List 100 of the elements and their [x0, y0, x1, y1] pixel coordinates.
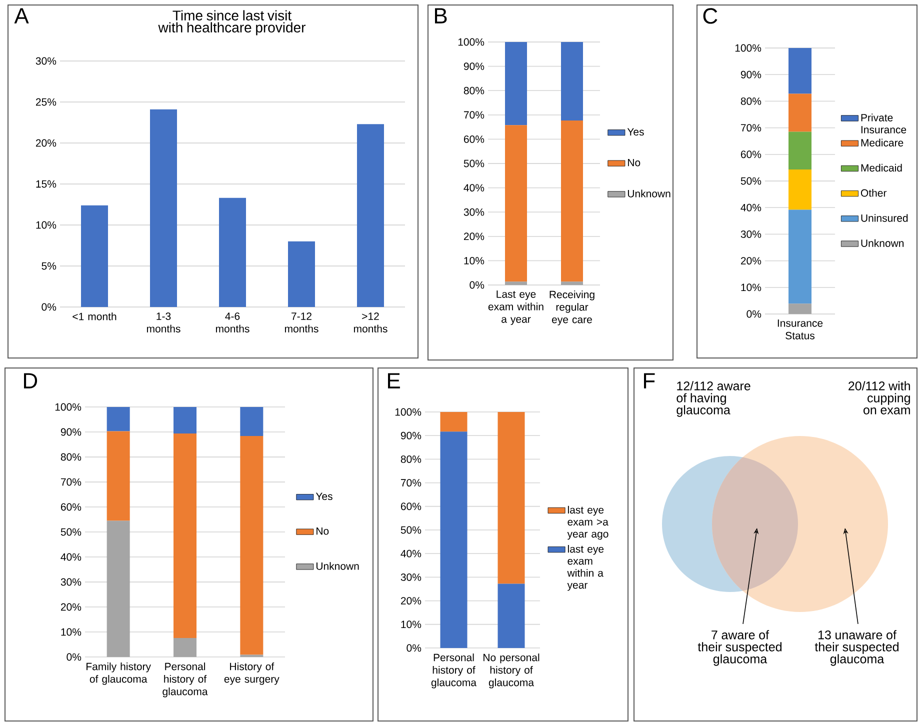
- y-tick-label: 40%: [464, 184, 484, 192]
- legend-label: Other: [860, 188, 887, 197]
- y-tick-label: 20%: [464, 232, 484, 240]
- x-tick-label: <1 month: [72, 312, 116, 320]
- legend-label: No: [316, 527, 329, 535]
- bar: [505, 125, 528, 282]
- y-tick-label: 40%: [400, 550, 422, 558]
- legend-label: Medicaid: [861, 164, 902, 172]
- y-tick-label: 90%: [60, 428, 82, 436]
- text: B: [435, 8, 447, 24]
- bar: [788, 170, 812, 210]
- y-tick-label: 70%: [464, 111, 484, 119]
- x-tick-label: 7-12 months: [284, 312, 318, 332]
- bar: [106, 431, 130, 521]
- text: 20/112 with cupping on exam: [848, 381, 910, 414]
- legend-label: Unknown: [628, 190, 670, 198]
- y-tick-label: 20%: [400, 597, 422, 605]
- bar: [788, 94, 812, 132]
- y-tick-label: 0%: [42, 303, 56, 311]
- legend-label: No: [628, 158, 640, 166]
- legend-label: Medicare: [861, 138, 904, 146]
- x-tick-label: 4-6 months: [216, 312, 250, 332]
- y-tick-label: 60%: [60, 503, 82, 511]
- y-tick-label: 0%: [746, 310, 762, 318]
- bar: [240, 436, 264, 655]
- y-tick-label: 80%: [464, 86, 484, 94]
- legend-label: Unknown: [861, 239, 904, 247]
- x-tick-label: Family history of glaucoma: [86, 662, 151, 685]
- y-tick-label: 70%: [400, 479, 422, 487]
- y-tick-label: 80%: [740, 97, 762, 105]
- y-tick-label: 70%: [740, 124, 762, 132]
- bar: [561, 120, 583, 282]
- y-tick-label: 30%: [400, 573, 422, 581]
- bar: [788, 48, 812, 94]
- y-tick-label: 0%: [470, 281, 484, 289]
- bar: [240, 406, 264, 436]
- y-tick-label: 60%: [740, 150, 762, 158]
- y-tick-label: 30%: [60, 578, 82, 586]
- bar: [498, 584, 525, 648]
- x-tick-label: Insurance Status: [778, 320, 823, 340]
- y-tick-label: 100%: [735, 44, 762, 52]
- y-tick-label: 80%: [60, 453, 82, 461]
- text: E: [388, 373, 400, 388]
- x-tick-label: No personal history of glaucoma: [484, 654, 540, 688]
- y-tick-label: 20%: [60, 603, 82, 611]
- y-tick-label: 50%: [740, 177, 762, 185]
- y-tick-label: 50%: [464, 160, 484, 168]
- y-tick-label: 25%: [36, 98, 56, 106]
- bar: [81, 205, 108, 307]
- y-tick-label: 15%: [36, 180, 56, 188]
- y-tick-label: 50%: [60, 528, 82, 536]
- bar: [505, 42, 528, 126]
- legend-label: Private Insurance: [861, 114, 906, 134]
- y-tick-label: 60%: [400, 502, 422, 510]
- legend-label: Uninsured: [861, 214, 908, 222]
- y-tick-label: 10%: [36, 221, 56, 229]
- x-tick-label: History of eye surgery: [224, 662, 280, 685]
- y-tick-label: 100%: [55, 403, 82, 411]
- y-tick-label: 20%: [36, 139, 56, 147]
- bar: [561, 282, 583, 285]
- x-tick-label: 1-3 months: [146, 312, 180, 332]
- x-tick-label: Personal history of glaucoma: [162, 662, 208, 698]
- x-tick-label: >12 months: [354, 312, 388, 332]
- y-tick-label: 90%: [400, 432, 422, 440]
- bar: [505, 282, 528, 285]
- y-tick-label: 90%: [740, 70, 762, 78]
- bar: [357, 124, 384, 307]
- y-tick-label: 40%: [60, 553, 82, 561]
- bar: [174, 638, 197, 657]
- chart-title: Time since last visit with healthcare provider: [158, 10, 306, 36]
- text: 13 unaware of their suspected glaucoma: [814, 630, 898, 666]
- text: D: [24, 373, 38, 388]
- bar: [219, 198, 246, 307]
- y-tick-label: 30%: [740, 230, 762, 238]
- y-tick-label: 10%: [741, 284, 762, 292]
- y-tick-label: 80%: [400, 455, 422, 463]
- bar: [498, 412, 525, 584]
- bar: [288, 241, 315, 307]
- legend-label: last eye exam within a year: [567, 544, 604, 591]
- y-tick-label: 20%: [740, 257, 762, 265]
- y-tick-label: 10%: [401, 620, 422, 628]
- y-tick-label: 30%: [36, 57, 56, 65]
- y-tick-label: 100%: [458, 38, 484, 46]
- y-tick-label: 10%: [61, 628, 82, 636]
- y-tick-label: 5%: [42, 262, 56, 270]
- legend-label: Yes: [316, 492, 332, 500]
- y-tick-label: 70%: [60, 478, 82, 486]
- bar: [106, 520, 130, 657]
- legend-label: Unknown: [316, 562, 359, 570]
- x-tick-label: Last eye exam within a year: [488, 290, 544, 325]
- bar: [561, 42, 583, 120]
- y-tick-label: 100%: [395, 408, 422, 416]
- bar: [106, 406, 130, 432]
- bar: [174, 433, 197, 638]
- x-tick-label: Receiving regular eye care: [550, 290, 594, 326]
- x-tick-label: Personal history of glaucoma: [431, 654, 477, 688]
- bar: [174, 406, 197, 434]
- text: 12/112 aware of having glaucoma: [676, 381, 750, 417]
- bar: [150, 109, 178, 307]
- bar: [788, 132, 812, 170]
